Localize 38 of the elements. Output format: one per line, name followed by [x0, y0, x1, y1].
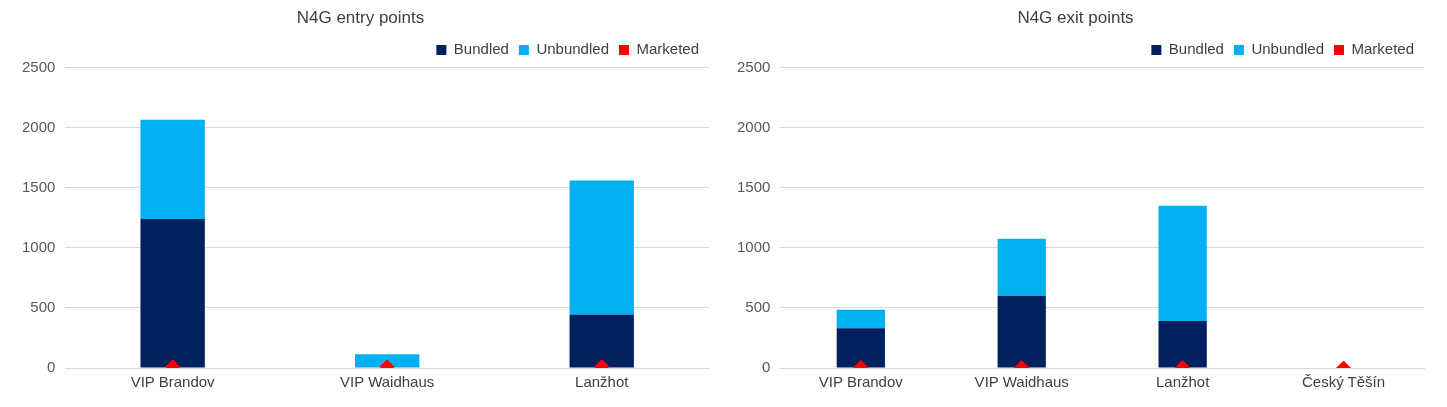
legend-label: Unbundled	[1251, 40, 1324, 58]
y-tick-label: 1500	[736, 177, 771, 195]
legend-label: Marketed	[1351, 40, 1414, 58]
y-tick-label: 1500	[21, 177, 56, 195]
bar	[997, 238, 1046, 296]
bar	[1158, 321, 1207, 368]
y-tick-label: 2500	[21, 57, 56, 75]
bar	[569, 180, 634, 315]
x-tick-label: Český Těšín	[1302, 373, 1386, 391]
x-tick-label: VIP Brandov	[818, 373, 904, 391]
legend-label: Bundled	[1168, 40, 1224, 58]
x-tick-label: VIP Waidhaus	[340, 373, 435, 391]
bar	[836, 309, 885, 329]
legend-label: Marketed	[636, 40, 699, 58]
bar	[140, 218, 205, 368]
x-tick-label: Lanžhot	[1155, 373, 1211, 391]
bar	[355, 354, 420, 368]
chart-title: N4G exit points	[1017, 7, 1134, 27]
legend-label: Unbundled	[536, 40, 609, 58]
y-tick-label: 2500	[736, 57, 771, 75]
y-tick-label: 1000	[21, 237, 56, 255]
y-tick-label: 0	[47, 358, 56, 376]
chart-title: N4G entry points	[296, 7, 425, 27]
bar	[1158, 205, 1207, 322]
y-tick-label: 2000	[736, 117, 771, 135]
bar	[836, 328, 885, 368]
x-tick-label: VIP Brandov	[130, 373, 216, 391]
y-tick-label: 500	[30, 298, 56, 316]
bar	[569, 314, 634, 368]
y-tick-label: 2000	[21, 117, 56, 135]
y-tick-label: 1000	[736, 237, 771, 255]
x-tick-label: VIP Waidhaus	[974, 373, 1069, 391]
legend-label: Bundled	[453, 40, 509, 58]
y-tick-label: 0	[762, 358, 771, 376]
y-tick-label: 500	[745, 298, 771, 316]
bar	[997, 295, 1046, 368]
x-tick-label: Lanžhot	[575, 373, 630, 391]
bar	[140, 119, 205, 219]
